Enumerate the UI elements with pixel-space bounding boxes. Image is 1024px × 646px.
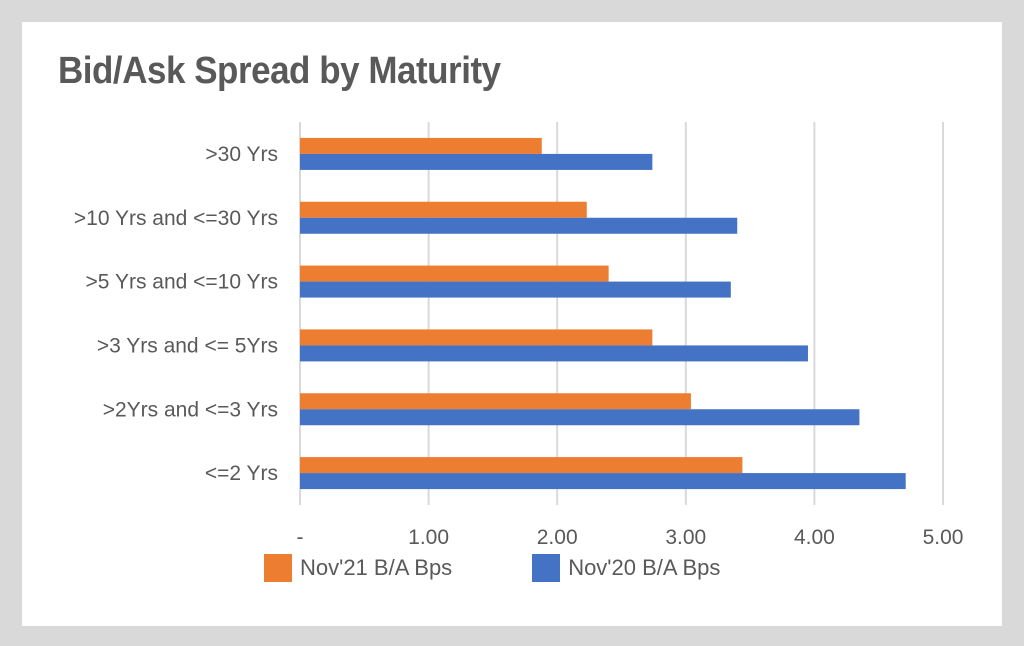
bar-nov21 — [300, 201, 587, 218]
legend-item-nov20: Nov'20 B/A Bps — [532, 554, 720, 582]
bar-nov20 — [300, 345, 808, 362]
chart-frame: Bid/Ask Spread by Maturity — [22, 22, 1002, 626]
legend-item-nov21: Nov'21 B/A Bps — [264, 554, 452, 582]
legend-swatch-nov20 — [532, 554, 561, 582]
legend-swatch-nov21 — [264, 554, 292, 582]
x-tick-label: - — [297, 526, 304, 549]
category-label: >3 Yrs and <= 5Yrs — [97, 334, 278, 357]
x-tick-label: 4.00 — [794, 526, 835, 549]
chart-title: Bid/Ask Spread by Maturity — [58, 50, 501, 92]
bar-nov21 — [300, 329, 653, 346]
bar-nov20 — [300, 473, 906, 490]
bar-nov20 — [300, 153, 653, 170]
x-tick-label: 1.00 — [408, 526, 449, 549]
bar-nov20 — [300, 217, 738, 234]
category-label: >2Yrs and <=3 Yrs — [103, 398, 278, 421]
x-tick-label: 3.00 — [665, 526, 706, 549]
bar-nov21 — [300, 457, 743, 474]
bar-nov21 — [300, 393, 691, 410]
legend-label-nov21: Nov'21 B/A Bps — [300, 555, 453, 580]
legend: Nov'21 B/A Bps Nov'20 B/A Bps — [264, 554, 720, 582]
x-tick-label: 5.00 — [923, 526, 964, 549]
category-label: >5 Yrs and <=10 Yrs — [86, 271, 278, 294]
bar-nov20 — [300, 409, 860, 426]
legend-label-nov20: Nov'20 B/A Bps — [568, 555, 721, 580]
bar-nov21 — [300, 137, 542, 154]
category-label: >10 Yrs and <=30 Yrs — [74, 207, 278, 230]
bar-nov20 — [300, 281, 731, 298]
category-label: >30 Yrs — [205, 143, 278, 166]
bar-nov21 — [300, 265, 609, 282]
x-tick-label: 2.00 — [537, 526, 578, 549]
category-label: <=2 Yrs — [205, 462, 278, 485]
